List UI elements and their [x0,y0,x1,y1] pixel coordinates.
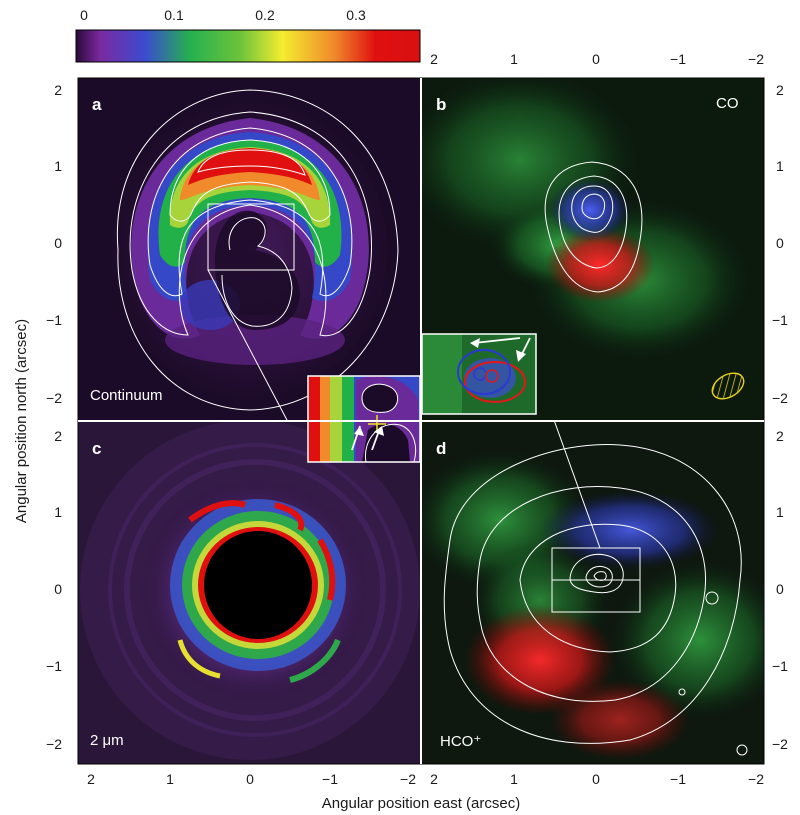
panel-a: a Continuum [78,78,420,420]
left-y-axis: 2 1 0 −1 −2 2 1 0 −1 −2 [46,82,62,752]
x-tick: −1 [322,771,338,787]
x-tick: 1 [510,51,518,67]
x-tick: 0 [592,51,600,67]
panel-letter-d: d [436,439,446,458]
zoom-line [207,269,288,420]
y-tick: 0 [776,581,784,597]
panel-tag-a: Continuum [90,387,163,404]
y-tick: 2 [776,82,784,98]
y-tick: 2 [54,82,62,98]
colorbar-tick: 0.1 [164,7,184,23]
x-tick: −2 [400,771,416,787]
colorbar: 0 0.1 0.2 0.3 [75,7,421,63]
panel-letter-b: b [436,95,446,114]
panel-d: d HCO⁺ [422,422,764,764]
x-tick: −2 [748,771,764,787]
bottom-x-axis: 2 1 0 −1 −2 2 1 0 −1 −2 [87,771,764,787]
x-tick: −1 [670,51,686,67]
y-tick: −2 [772,736,788,752]
y-tick: 2 [776,428,784,444]
panel-letter-c: c [92,439,101,458]
x-tick: 2 [87,771,95,787]
colorbar-tick: 0.2 [255,7,275,23]
y-tick: −1 [46,312,62,328]
right-y-axis: 2 1 0 −1 −2 2 1 0 −1 −2 [772,82,788,752]
colorbar-tick: 0.3 [346,7,366,23]
y-tick: −2 [46,736,62,752]
x-axis-title: Angular position east (arcsec) [322,795,520,812]
y-tick: 0 [54,581,62,597]
y-axis-title: Angular position north (arcsec) [13,319,30,523]
x-tick: −1 [670,771,686,787]
y-tick: 1 [54,158,62,174]
panel-tag-b: CO [716,95,739,112]
colorbar-swatch [75,29,421,63]
x-tick: 1 [510,771,518,787]
colorbar-tick: 0 [80,7,88,23]
x-tick: −2 [748,51,764,67]
top-x-axis: 2 1 0 −1 −2 [430,51,764,67]
y-tick: −2 [772,390,788,406]
y-tick: 1 [776,158,784,174]
x-tick: 2 [430,771,438,787]
panel-c: c 2 μm [78,422,420,764]
inset-co [421,333,537,415]
y-tick: −1 [46,658,62,674]
y-tick: 2 [54,428,62,444]
x-tick: 0 [246,771,254,787]
y-tick: 1 [54,504,62,520]
x-tick: 0 [592,771,600,787]
y-tick: 0 [54,235,62,251]
panel-tag-c: 2 μm [90,732,124,749]
coronagraph-mask [204,531,312,639]
inset-continuum [307,375,421,463]
y-tick: 0 [776,235,784,251]
y-tick: −1 [772,658,788,674]
y-tick: −1 [772,312,788,328]
y-tick: −2 [46,390,62,406]
panel-letter-a: a [92,95,102,114]
beam-ellipse [711,372,745,400]
panel-tag-d: HCO⁺ [440,733,481,750]
x-tick: 1 [166,771,174,787]
y-tick: 1 [776,504,784,520]
x-tick: 2 [430,51,438,67]
